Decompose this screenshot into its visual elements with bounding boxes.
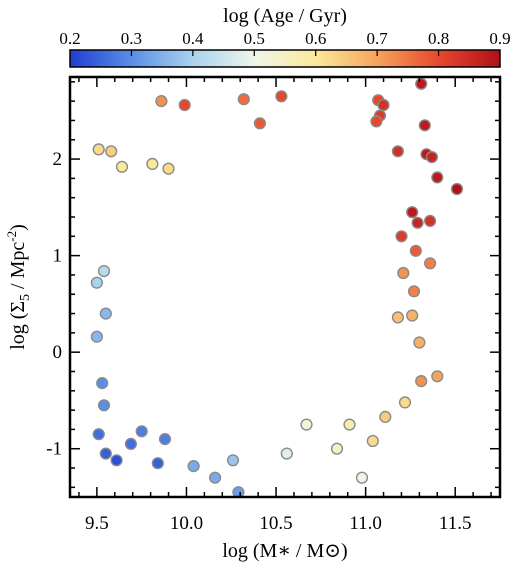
y-tick-label: 1 bbox=[53, 246, 63, 267]
data-point bbox=[97, 399, 111, 412]
data-point bbox=[425, 151, 439, 164]
data-point bbox=[415, 77, 428, 90]
colorbar-tick-label: 0.6 bbox=[305, 29, 326, 48]
data-point bbox=[158, 433, 172, 446]
data-point bbox=[135, 425, 148, 438]
data-point bbox=[226, 454, 240, 467]
data-point bbox=[391, 145, 405, 158]
x-tick-label: 10.5 bbox=[259, 513, 292, 534]
colorbar-tick-label: 0.5 bbox=[244, 29, 265, 48]
x-axis-title: log (M∗ / M⊙) bbox=[222, 540, 347, 562]
data-point bbox=[146, 157, 159, 171]
data-point bbox=[275, 90, 288, 103]
data-point bbox=[97, 265, 111, 278]
data-point bbox=[187, 460, 200, 473]
colorbar-tick-label: 0.8 bbox=[428, 29, 449, 48]
plot-frame bbox=[68, 75, 502, 499]
data-point bbox=[409, 244, 422, 257]
data-point bbox=[155, 94, 168, 108]
y-axis-title-sub: 5 bbox=[18, 294, 33, 301]
data-point bbox=[124, 437, 137, 451]
data-point bbox=[431, 171, 444, 184]
colorbar-tick-labels: 0.2 0.3 0.4 0.5 0.6 0.7 0.8 0.9 bbox=[59, 29, 510, 48]
colorbar-tick-label: 0.2 bbox=[59, 29, 80, 48]
data-point bbox=[424, 257, 437, 270]
data-point bbox=[450, 182, 464, 196]
data-point bbox=[411, 216, 424, 229]
colorbar-ticks bbox=[130, 50, 440, 56]
data-point bbox=[418, 119, 431, 132]
data-point bbox=[391, 311, 405, 324]
data-point bbox=[413, 336, 426, 349]
data-point bbox=[377, 98, 390, 112]
data-point bbox=[90, 276, 104, 289]
data-point bbox=[370, 115, 383, 128]
x-tick-label: 11.0 bbox=[349, 513, 382, 534]
y-tick-label: 2 bbox=[53, 149, 63, 170]
x-tick-label: 9.5 bbox=[85, 513, 109, 534]
scatter-points bbox=[90, 77, 464, 497]
colorbar-tick-label: 0.7 bbox=[367, 29, 389, 48]
y-axis-title-main: log (Σ bbox=[7, 301, 29, 350]
y-axis-title: log (Σ5 / Mpc-2) bbox=[4, 224, 33, 350]
data-point bbox=[92, 428, 105, 441]
y-tick-label: -1 bbox=[46, 439, 62, 460]
colorbar-title: log (Age / Gyr) bbox=[223, 5, 347, 27]
plot-area bbox=[70, 77, 500, 497]
data-point bbox=[253, 117, 267, 130]
y-axis-title-sup: -2 bbox=[4, 231, 19, 242]
data-point bbox=[330, 442, 344, 455]
data-point bbox=[105, 145, 118, 158]
colorbar bbox=[69, 49, 501, 68]
data-point bbox=[300, 418, 313, 431]
axis-ticks bbox=[70, 77, 500, 497]
data-point bbox=[431, 370, 444, 383]
data-point bbox=[366, 434, 379, 448]
colorbar-tick-label: 0.3 bbox=[121, 29, 142, 48]
data-point bbox=[424, 214, 437, 228]
colorbar-tick-label: 0.4 bbox=[182, 29, 204, 48]
data-point bbox=[115, 160, 129, 173]
data-point bbox=[355, 471, 369, 484]
colorbar-tick-label: 0.9 bbox=[489, 29, 510, 48]
data-point bbox=[406, 309, 419, 322]
data-point bbox=[415, 375, 428, 388]
data-point bbox=[162, 162, 175, 175]
data-point bbox=[92, 143, 105, 156]
data-point bbox=[209, 471, 222, 484]
data-point bbox=[280, 447, 293, 460]
data-point bbox=[151, 457, 164, 470]
y-tick-label: 0 bbox=[53, 342, 63, 363]
data-point bbox=[110, 454, 123, 467]
data-point bbox=[398, 396, 412, 409]
data-point bbox=[96, 377, 109, 390]
data-point bbox=[379, 410, 392, 424]
data-point bbox=[237, 93, 250, 106]
y-axis-title-rest: / Mpc bbox=[7, 242, 29, 294]
data-point bbox=[395, 230, 408, 243]
data-point bbox=[178, 98, 191, 112]
x-tick-label: 11.5 bbox=[439, 513, 472, 534]
data-point bbox=[90, 330, 104, 343]
data-point bbox=[99, 447, 112, 460]
x-tick-labels: 9.5 10.0 10.5 11.0 11.5 bbox=[85, 513, 471, 534]
y-axis-title-end: ) bbox=[7, 224, 29, 231]
data-point bbox=[407, 285, 421, 298]
data-point bbox=[406, 206, 419, 219]
data-point bbox=[99, 307, 112, 320]
x-tick-label: 10.0 bbox=[170, 513, 203, 534]
y-tick-labels: -1 0 1 2 bbox=[46, 149, 62, 460]
data-point bbox=[397, 266, 410, 280]
data-point bbox=[232, 486, 245, 497]
data-point bbox=[343, 418, 356, 431]
